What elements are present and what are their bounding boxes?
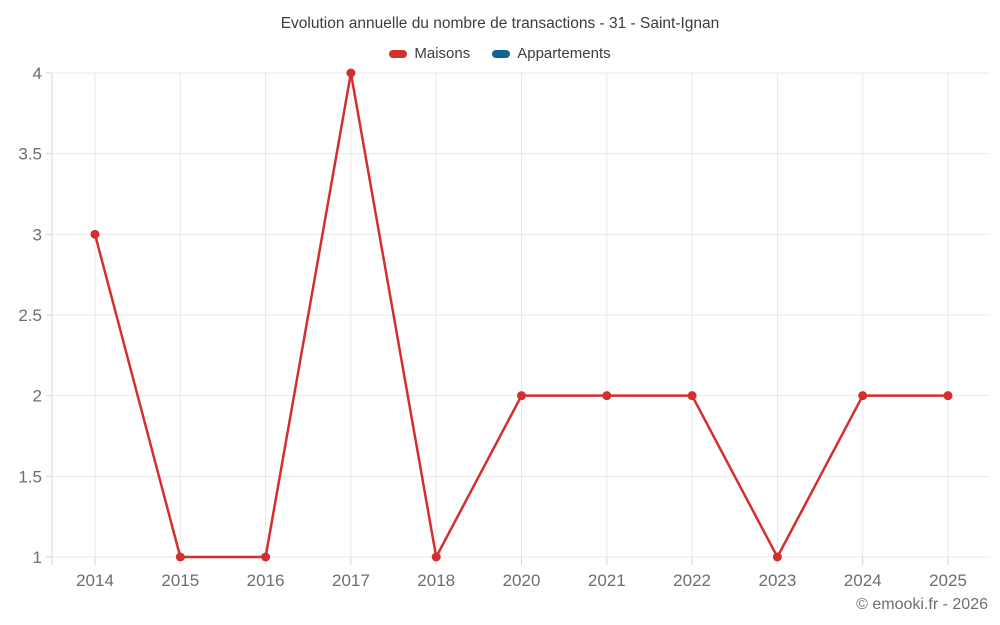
x-tick-label: 2016 xyxy=(247,571,285,590)
maisons-series-swatch-icon xyxy=(389,49,408,58)
y-tick-label: 4 xyxy=(33,64,42,83)
y-tick-label: 1 xyxy=(33,548,42,567)
legend-item-appartements[interactable]: Appartements xyxy=(492,45,611,62)
x-tick-label: 2023 xyxy=(758,571,796,590)
data-point-maisons[interactable] xyxy=(517,391,526,401)
x-tick-label: 2021 xyxy=(588,571,626,590)
y-tick-label: 3 xyxy=(33,225,42,244)
legend-label-maisons: Maisons xyxy=(414,45,471,62)
y-tick-label: 2.5 xyxy=(18,306,42,325)
data-point-maisons[interactable] xyxy=(943,391,953,401)
y-tick-label: 2 xyxy=(33,387,42,406)
copyright-text: © emooki.fr - 2026 xyxy=(856,596,988,613)
appartements-series-swatch-icon xyxy=(492,49,511,58)
data-point-maisons[interactable] xyxy=(90,229,100,239)
data-point-maisons[interactable] xyxy=(431,552,441,562)
data-point-maisons[interactable] xyxy=(858,391,868,401)
x-tick-label: 2024 xyxy=(844,571,882,590)
y-tick-label: 3.5 xyxy=(18,145,42,164)
x-tick-label: 2022 xyxy=(673,571,711,590)
x-tick-label: 2014 xyxy=(76,571,114,590)
x-tick-label: 2015 xyxy=(161,571,199,590)
legend: Maisons Appartements xyxy=(0,45,1000,62)
data-point-maisons[interactable] xyxy=(687,391,697,401)
x-tick-label: 2018 xyxy=(417,571,455,590)
data-point-maisons[interactable] xyxy=(772,552,782,562)
chart-title: Evolution annuelle du nombre de transact… xyxy=(280,15,720,32)
y-tick-label: 1.5 xyxy=(18,467,42,486)
legend-item-maisons[interactable]: Maisons xyxy=(389,45,470,62)
x-tick-label: 2017 xyxy=(332,571,370,590)
data-point-maisons[interactable] xyxy=(261,552,271,562)
legend-label-appartements: Appartements xyxy=(517,45,611,62)
x-tick-label: 2025 xyxy=(929,571,967,590)
data-point-maisons[interactable] xyxy=(175,552,185,562)
x-tick-label: 2020 xyxy=(503,571,541,590)
data-point-maisons[interactable] xyxy=(602,391,612,401)
data-point-maisons[interactable] xyxy=(346,68,356,78)
